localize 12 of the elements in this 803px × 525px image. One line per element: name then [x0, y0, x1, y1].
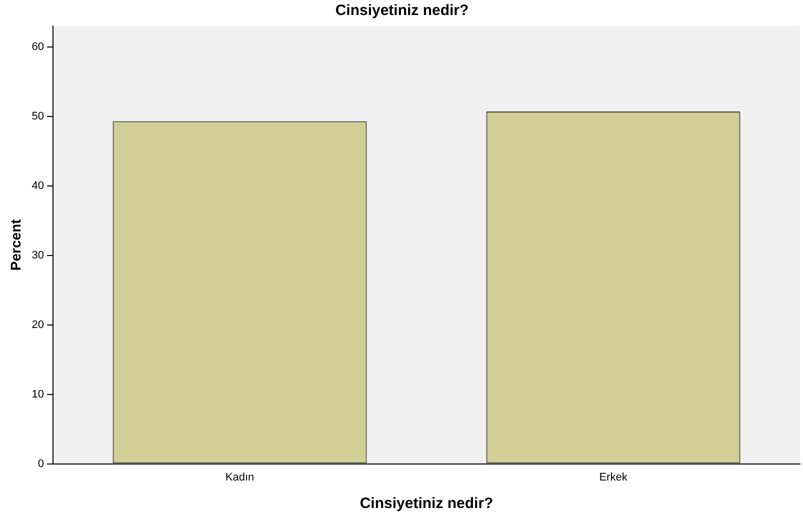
y-axis-title: Percent [7, 218, 24, 271]
y-tick-label: 0 [38, 458, 44, 470]
y-tick-label: 10 [32, 388, 44, 400]
x-tick-label: Erkek [599, 471, 628, 484]
y-tick-label: 20 [32, 318, 44, 331]
chart-title: Cinsiyetiniz nedir? [335, 2, 469, 20]
y-tick-label: 30 [32, 249, 44, 262]
y-tick-label: 60 [32, 40, 44, 53]
x-tick-label: Kadın [225, 471, 254, 484]
y-tick-label: 40 [32, 180, 44, 192]
x-axis-title: Cinsiyetiniz nedir? [360, 495, 494, 512]
y-tick-label: 50 [32, 110, 44, 122]
